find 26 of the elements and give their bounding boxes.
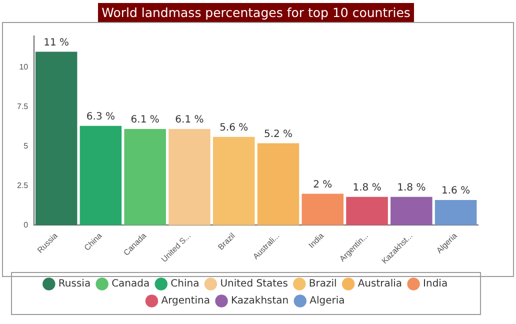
data-label: 6.1 % (175, 114, 204, 126)
legend-label: Kazakhstan (231, 296, 289, 307)
data-label: 1.8 % (397, 182, 426, 194)
legend-label: Brazil (308, 278, 337, 290)
data-label: 6.1 % (130, 114, 160, 126)
legend-label: China (170, 278, 200, 290)
legend-label: Canada (112, 278, 150, 290)
data-label: 1.8 % (352, 182, 382, 194)
y-tick-label: 5 (24, 142, 29, 151)
chart-title: World landmass percentages for top 10 countries (98, 3, 414, 22)
legend-label: Russia (58, 278, 91, 290)
y-tick-label: 10 (19, 62, 29, 72)
y-tick-label: 0 (24, 220, 29, 230)
data-label: 11 % (44, 37, 70, 48)
data-label: 2 % (313, 179, 332, 190)
legend-label: United States (220, 278, 288, 290)
data-label: 1.6 % (442, 186, 470, 197)
legend-label: India (423, 278, 448, 290)
legend-label: Algeria (310, 296, 345, 307)
legend-label: Australia (358, 278, 402, 290)
legend-label: Argentina (161, 296, 210, 307)
data-label: 5.6 % (220, 122, 248, 134)
y-tick-label: 2.5 (16, 181, 29, 190)
y-tick-label: 7.5 (16, 102, 29, 112)
data-label: 5.2 % (264, 128, 293, 140)
data-label: 6.3 % (86, 111, 115, 122)
